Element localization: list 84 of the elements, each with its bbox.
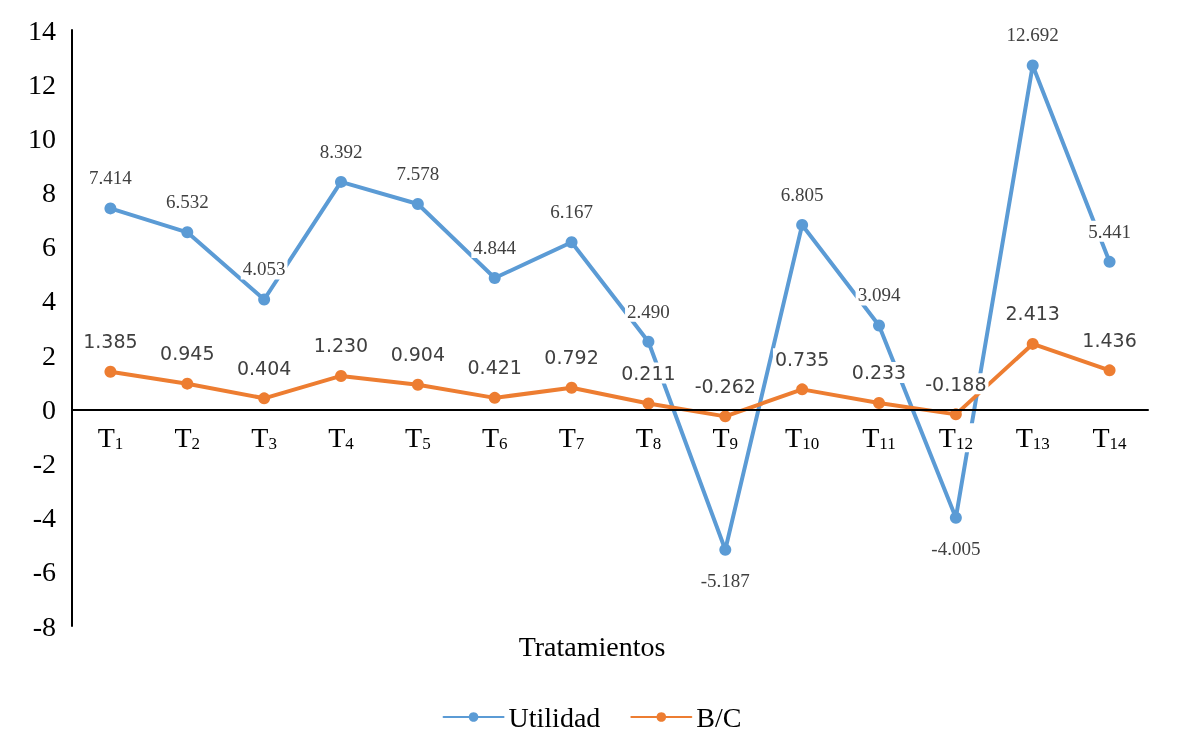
x-tick-label: T4 <box>328 422 355 454</box>
point <box>335 369 347 382</box>
legend-label: Utilidad <box>508 701 601 733</box>
y-tick-label: -8 <box>32 610 56 642</box>
data-label: 0.404 <box>236 356 292 379</box>
data-label: 4.844 <box>473 237 517 259</box>
data-label: -0.262 <box>694 374 756 397</box>
y-tick-label: 12 <box>28 68 56 100</box>
data-label: 1.436 <box>1082 328 1137 351</box>
y-tick-label: 6 <box>42 231 56 263</box>
point <box>796 218 809 231</box>
x-tick-label: T12 <box>938 422 973 454</box>
data-label: 5.441 <box>1088 220 1131 242</box>
data-label: 3.094 <box>857 284 901 306</box>
data-label: 2.490 <box>627 300 670 322</box>
point <box>411 197 424 210</box>
data-label: 12.692 <box>1006 24 1059 46</box>
point <box>181 377 194 390</box>
y-tick-label: 10 <box>28 122 56 154</box>
data-label: 0.792 <box>544 346 599 369</box>
data-label: 7.578 <box>396 162 440 184</box>
y-tick-label: -6 <box>32 556 56 588</box>
data-label: -4.005 <box>931 537 981 559</box>
legend-label: B/C <box>696 701 742 733</box>
data-label: 0.233 <box>851 361 907 384</box>
data-label: 6.805 <box>780 183 824 205</box>
x-tick-label: T3 <box>251 422 277 454</box>
x-tick-label: T9 <box>712 422 739 454</box>
point <box>488 391 501 404</box>
point <box>1103 364 1116 377</box>
data-label: 7.414 <box>89 167 133 189</box>
data-label: 8.392 <box>319 140 363 162</box>
x-tick-label: T10 <box>785 422 820 454</box>
x-tick-label: T14 <box>1092 422 1128 454</box>
point <box>873 396 885 409</box>
point <box>181 226 194 239</box>
data-label: 1.385 <box>83 330 138 353</box>
x-tick-label: T11 <box>862 422 896 454</box>
point <box>1026 59 1039 72</box>
point <box>258 392 271 405</box>
point <box>719 543 732 556</box>
y-tick-label: -4 <box>32 502 56 534</box>
y-tick-label: 2 <box>42 339 56 371</box>
point <box>104 365 117 378</box>
y-tick-label: 8 <box>42 177 56 209</box>
point <box>1026 337 1039 350</box>
point <box>565 381 578 394</box>
data-label: 6.167 <box>550 201 593 223</box>
data-label: 0.421 <box>467 356 522 379</box>
x-tick-label: T8 <box>635 422 662 454</box>
point <box>488 272 501 285</box>
point <box>335 175 347 188</box>
point <box>1103 255 1116 268</box>
x-tick-label: T2 <box>174 422 201 454</box>
point <box>258 293 271 306</box>
data-label: 4.053 <box>242 258 286 280</box>
data-label: 0.211 <box>621 362 676 385</box>
point <box>565 236 578 249</box>
y-tick-label: 14 <box>28 14 56 46</box>
data-label: 0.735 <box>774 347 830 370</box>
point <box>642 335 655 348</box>
point <box>873 319 885 332</box>
data-label: -5.187 <box>700 569 750 591</box>
data-label: 6.532 <box>165 191 209 213</box>
point <box>719 410 732 423</box>
x-tick-label: T6 <box>481 422 508 454</box>
point <box>796 383 809 396</box>
x-tick-label: T13 <box>1015 422 1050 454</box>
point <box>949 511 962 524</box>
point <box>411 378 424 391</box>
data-label: -0.188 <box>925 372 987 395</box>
x-axis-title: Tratamientos <box>518 630 666 662</box>
data-label: 2.413 <box>1005 302 1060 325</box>
point <box>104 202 117 215</box>
y-tick-label: -2 <box>32 447 56 479</box>
x-tick-label: T1 <box>97 422 124 454</box>
y-tick-label: 4 <box>42 285 56 317</box>
y-tick-label: 0 <box>42 393 56 425</box>
x-tick-label: T5 <box>405 422 431 454</box>
data-label: 0.945 <box>160 342 215 365</box>
point <box>642 397 655 410</box>
x-tick-label: T7 <box>558 422 585 454</box>
data-label: 1.230 <box>313 334 369 357</box>
data-label: 0.904 <box>390 343 446 366</box>
